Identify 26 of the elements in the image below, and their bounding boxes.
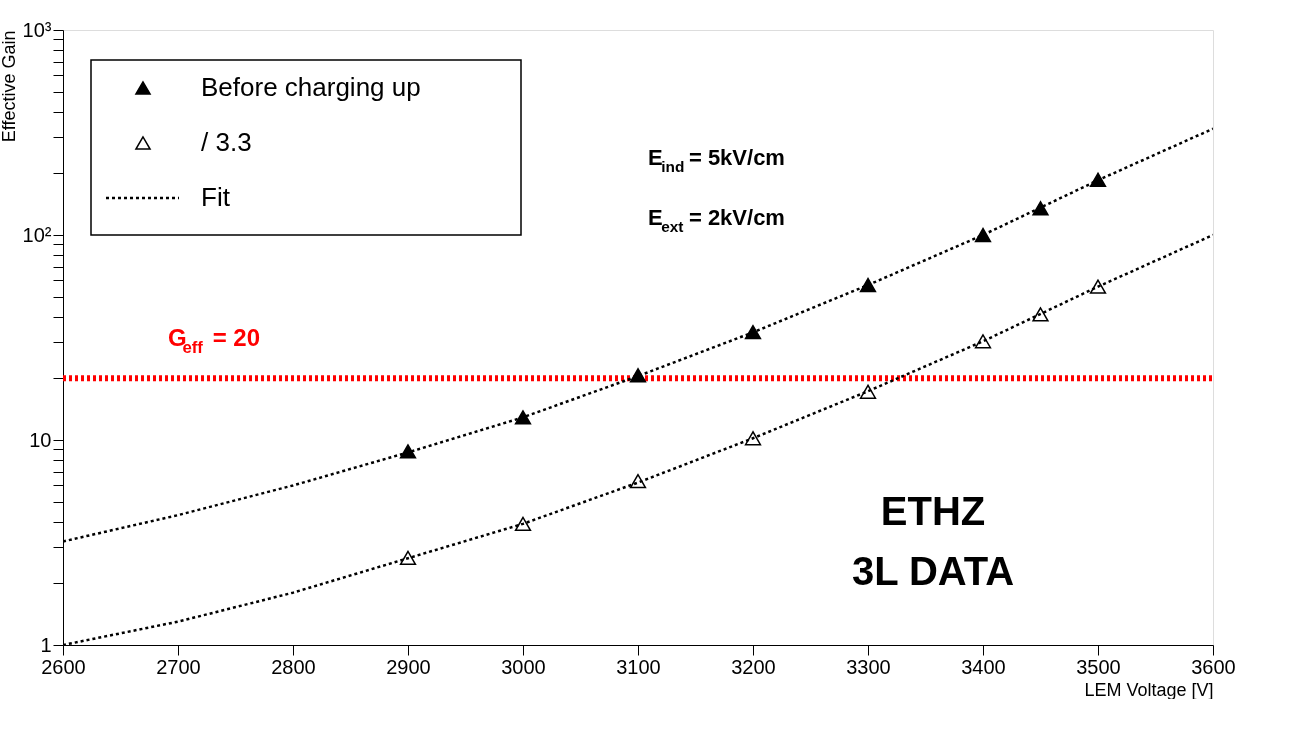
x-tick-label: 3600 <box>1191 655 1236 678</box>
x-tick-label: 3000 <box>501 655 546 678</box>
y-tick-label: 1 <box>40 633 52 656</box>
x-tick-label: 2600 <box>41 655 86 678</box>
point <box>1032 307 1049 322</box>
x-tick-label: 3200 <box>731 655 776 678</box>
legend-label: / 3.3 <box>201 127 252 157</box>
x-tick-label: 3400 <box>961 655 1006 678</box>
annotation: 3L DATA <box>851 549 1015 593</box>
x-tick-label: 2900 <box>386 655 431 678</box>
legend-label: Fit <box>201 182 231 212</box>
legend-label: Before charging up <box>201 72 421 102</box>
x-tick-label: 3500 <box>1076 655 1121 678</box>
point <box>1089 172 1107 187</box>
x-tick-label: 3100 <box>616 655 661 678</box>
x-tick-label: 2700 <box>156 655 201 678</box>
y-tick-label: 10³ <box>22 18 52 41</box>
annotation: ETHZ <box>880 489 986 533</box>
y-tick-label: 10 <box>29 428 52 451</box>
x-axis-title: LEM Voltage [V] <box>1084 679 1214 700</box>
point <box>399 444 417 459</box>
x-tick-label: 3300 <box>846 655 891 678</box>
point <box>514 410 532 425</box>
x-tick-label: 2800 <box>271 655 316 678</box>
y-tick-label: 10² <box>22 223 52 246</box>
y-axis-title: Effective Gain <box>0 30 19 143</box>
